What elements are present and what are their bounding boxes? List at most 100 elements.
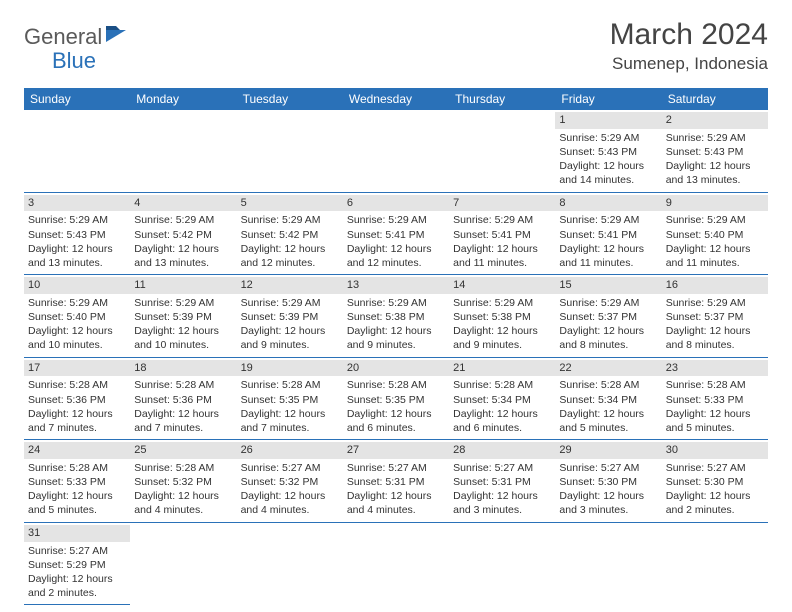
day-number-row: 9 bbox=[662, 195, 768, 212]
day-number-row: 23 bbox=[662, 360, 768, 377]
day-cell bbox=[449, 523, 555, 606]
day-number: 3 bbox=[28, 197, 34, 209]
daylight-text: Daylight: 12 hours and 9 minutes. bbox=[347, 324, 445, 352]
sunset-text: Sunset: 5:39 PM bbox=[241, 310, 339, 324]
daylight-text: Daylight: 12 hours and 2 minutes. bbox=[28, 572, 126, 600]
sunset-text: Sunset: 5:35 PM bbox=[241, 393, 339, 407]
day-info: Sunrise: 5:28 AMSunset: 5:35 PMDaylight:… bbox=[241, 378, 339, 435]
day-info: Sunrise: 5:29 AMSunset: 5:41 PMDaylight:… bbox=[347, 213, 445, 270]
day-number-row: 27 bbox=[343, 442, 449, 459]
day-cell: 25 Sunrise: 5:28 AMSunset: 5:32 PMDayligh… bbox=[130, 440, 236, 523]
day-number: 15 bbox=[559, 279, 571, 291]
sunset-text: Sunset: 5:31 PM bbox=[453, 475, 551, 489]
day-number-row: 22 bbox=[555, 360, 661, 377]
sunset-text: Sunset: 5:34 PM bbox=[453, 393, 551, 407]
day-number-row: 16 bbox=[662, 277, 768, 294]
day-cell: 9 Sunrise: 5:29 AMSunset: 5:40 PMDaylight… bbox=[662, 193, 768, 276]
day-cell: 7Sunrise: 5:29 AMSunset: 5:41 PMDaylight… bbox=[449, 193, 555, 276]
day-cell: 4Sunrise: 5:29 AMSunset: 5:42 PMDaylight… bbox=[130, 193, 236, 276]
day-info: Sunrise: 5:28 AMSunset: 5:36 PMDaylight:… bbox=[28, 378, 126, 435]
day-info: Sunrise: 5:28 AMSunset: 5:34 PMDaylight:… bbox=[453, 378, 551, 435]
week-row: 24Sunrise: 5:28 AMSunset: 5:33 PMDayligh… bbox=[24, 440, 768, 523]
day-number: 8 bbox=[559, 197, 565, 209]
sunset-text: Sunset: 5:30 PM bbox=[559, 475, 657, 489]
day-number-row: 26 bbox=[237, 442, 343, 459]
day-cell: 11Sunrise: 5:29 AMSunset: 5:39 PMDayligh… bbox=[130, 275, 236, 358]
sunset-text: Sunset: 5:40 PM bbox=[28, 310, 126, 324]
day-cell: 14Sunrise: 5:29 AMSunset: 5:38 PMDayligh… bbox=[449, 275, 555, 358]
day-number-row: 20 bbox=[343, 360, 449, 377]
day-number-row: 1 bbox=[555, 112, 661, 129]
day-number: 6 bbox=[347, 197, 353, 209]
day-info: Sunrise: 5:28 AMSunset: 5:33 PMDaylight:… bbox=[28, 461, 126, 518]
sunset-text: Sunset: 5:37 PM bbox=[559, 310, 657, 324]
day-info: Sunrise: 5:28 AMSunset: 5:33 PMDaylight:… bbox=[666, 378, 764, 435]
daylight-text: Daylight: 12 hours and 2 minutes. bbox=[666, 489, 764, 517]
day-info: Sunrise: 5:29 AMSunset: 5:39 PMDaylight:… bbox=[241, 296, 339, 353]
day-cell: 29Sunrise: 5:27 AMSunset: 5:30 PMDayligh… bbox=[555, 440, 661, 523]
day-cell: 27 Sunrise: 5:27 AMSunset: 5:31 PMDayligh… bbox=[343, 440, 449, 523]
sunrise-text: Sunrise: 5:28 AM bbox=[134, 378, 232, 392]
day-header-cell: Tuesday bbox=[237, 88, 343, 110]
sunrise-text: Sunrise: 5:28 AM bbox=[453, 378, 551, 392]
day-info: Sunrise: 5:29 AMSunset: 5:42 PMDaylight:… bbox=[134, 213, 232, 270]
daylight-text: Daylight: 12 hours and 4 minutes. bbox=[347, 489, 445, 517]
daylight-text: Daylight: 12 hours and 4 minutes. bbox=[241, 489, 339, 517]
day-cell: 13Sunrise: 5:29 AMSunset: 5:38 PMDayligh… bbox=[343, 275, 449, 358]
sunset-text: Sunset: 5:29 PM bbox=[28, 558, 126, 572]
sunrise-text: Sunrise: 5:27 AM bbox=[559, 461, 657, 475]
sunrise-text: Sunrise: 5:27 AM bbox=[666, 461, 764, 475]
week-row: 3 Sunrise: 5:29 AMSunset: 5:43 PMDaylight… bbox=[24, 193, 768, 276]
sunset-text: Sunset: 5:40 PM bbox=[666, 228, 764, 242]
daylight-text: Daylight: 12 hours and 11 minutes. bbox=[559, 242, 657, 270]
day-number: 20 bbox=[347, 362, 359, 374]
day-cell: 12 Sunrise: 5:29 AMSunset: 5:39 PMDayligh… bbox=[237, 275, 343, 358]
day-number: 12 bbox=[241, 279, 253, 291]
day-number: 23 bbox=[666, 362, 678, 374]
day-number: 18 bbox=[134, 362, 146, 374]
sunset-text: Sunset: 5:41 PM bbox=[559, 228, 657, 242]
sunrise-text: Sunrise: 5:27 AM bbox=[347, 461, 445, 475]
day-number: 28 bbox=[453, 444, 465, 456]
daylight-text: Daylight: 12 hours and 3 minutes. bbox=[559, 489, 657, 517]
day-cell bbox=[24, 110, 130, 193]
day-number-row: 10 bbox=[24, 277, 130, 294]
daylight-text: Daylight: 12 hours and 13 minutes. bbox=[134, 242, 232, 270]
sunrise-text: Sunrise: 5:29 AM bbox=[134, 296, 232, 310]
daylight-text: Daylight: 12 hours and 13 minutes. bbox=[666, 159, 764, 187]
day-info: Sunrise: 5:29 AMSunset: 5:43 PMDaylight:… bbox=[559, 131, 657, 188]
day-cell: 18Sunrise: 5:28 AMSunset: 5:36 PMDayligh… bbox=[130, 358, 236, 441]
day-info: Sunrise: 5:28 AMSunset: 5:34 PMDaylight:… bbox=[559, 378, 657, 435]
day-cell: 1 Sunrise: 5:29 AMSunset: 5:43 PMDaylight… bbox=[555, 110, 661, 193]
day-number: 2 bbox=[666, 114, 672, 126]
day-info: Sunrise: 5:29 AMSunset: 5:40 PMDaylight:… bbox=[666, 213, 764, 270]
day-number-row: 19 bbox=[237, 360, 343, 377]
sunrise-text: Sunrise: 5:29 AM bbox=[347, 213, 445, 227]
day-number: 5 bbox=[241, 197, 247, 209]
sunrise-text: Sunrise: 5:28 AM bbox=[28, 378, 126, 392]
day-info: Sunrise: 5:27 AMSunset: 5:31 PMDaylight:… bbox=[347, 461, 445, 518]
calendar: SundayMondayTuesdayWednesdayThursdayFrid… bbox=[24, 88, 768, 605]
day-info: Sunrise: 5:29 AMSunset: 5:43 PMDaylight:… bbox=[28, 213, 126, 270]
day-number: 9 bbox=[666, 197, 672, 209]
sunset-text: Sunset: 5:30 PM bbox=[666, 475, 764, 489]
day-cell bbox=[662, 523, 768, 606]
day-number-row: 25 bbox=[130, 442, 236, 459]
day-info: Sunrise: 5:28 AMSunset: 5:32 PMDaylight:… bbox=[134, 461, 232, 518]
daylight-text: Daylight: 12 hours and 12 minutes. bbox=[241, 242, 339, 270]
day-number: 22 bbox=[559, 362, 571, 374]
day-header-cell: Sunday bbox=[24, 88, 130, 110]
sunset-text: Sunset: 5:36 PM bbox=[134, 393, 232, 407]
day-number: 17 bbox=[28, 362, 40, 374]
sunrise-text: Sunrise: 5:29 AM bbox=[666, 296, 764, 310]
sunset-text: Sunset: 5:32 PM bbox=[241, 475, 339, 489]
week-row: 31Sunrise: 5:27 AMSunset: 5:29 PMDayligh… bbox=[24, 523, 768, 606]
day-cell: 10Sunrise: 5:29 AMSunset: 5:40 PMDayligh… bbox=[24, 275, 130, 358]
day-info: Sunrise: 5:29 AMSunset: 5:38 PMDaylight:… bbox=[453, 296, 551, 353]
day-number: 10 bbox=[28, 279, 40, 291]
day-info: Sunrise: 5:29 AMSunset: 5:43 PMDaylight:… bbox=[666, 131, 764, 188]
daylight-text: Daylight: 12 hours and 8 minutes. bbox=[559, 324, 657, 352]
day-number-row: 5 bbox=[237, 195, 343, 212]
day-number: 11 bbox=[134, 279, 145, 291]
title-block: March 2024 Sumenep, Indonesia bbox=[610, 18, 768, 74]
